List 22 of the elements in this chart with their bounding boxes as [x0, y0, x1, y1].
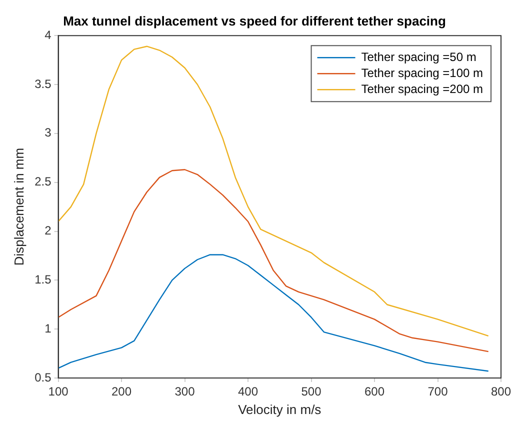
x-tick-label: 800: [490, 384, 512, 399]
chart-title: Max tunnel displacement vs speed for different tether spacing: [63, 13, 446, 28]
x-tick-label: 500: [301, 384, 322, 399]
x-axis-title: Velocity in m/s: [238, 402, 322, 417]
x-tick-label: 300: [174, 384, 196, 399]
x-tick-label: 600: [364, 384, 385, 399]
y-axis-title: Displacement in mm: [11, 148, 26, 266]
y-tick-label: 1: [44, 321, 52, 336]
legend-label: Tether spacing =100 m: [361, 66, 484, 80]
y-tick-label: 2: [44, 224, 52, 238]
y-tick-label: 0.5: [34, 370, 52, 384]
x-tick-label: 100: [48, 384, 69, 399]
legend-label: Tether spacing =200 m: [361, 82, 484, 96]
legend-label: Tether spacing =50 m: [361, 50, 476, 64]
y-tick-label: 4: [44, 28, 52, 42]
y-tick-label: 3: [44, 126, 52, 140]
y-tick-label: 1.5: [34, 272, 52, 286]
y-tick-label: 2.5: [34, 174, 52, 189]
x-tick-label: 200: [112, 384, 132, 399]
x-tick-label: 700: [428, 384, 448, 399]
x-tick-label: 400: [238, 384, 258, 399]
y-tick-label: 3.5: [34, 76, 52, 91]
